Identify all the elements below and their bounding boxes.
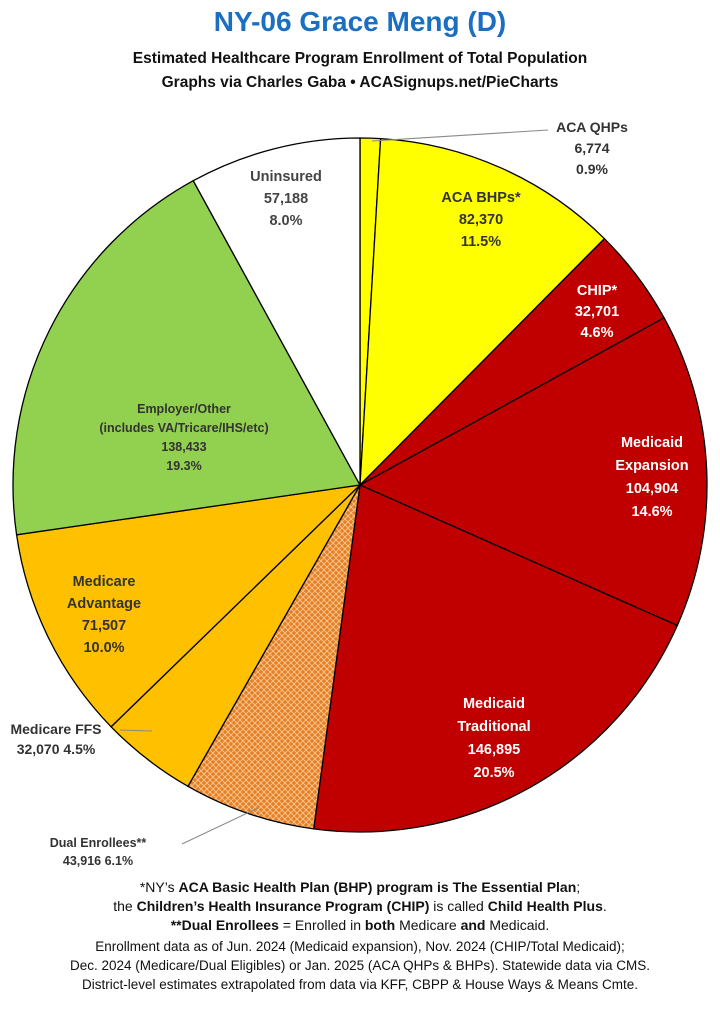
slice-label-aca-qhps: ACA QHPs 6,774 0.9% (556, 119, 628, 177)
pie-slice-employerother-8 (12, 179, 362, 536)
source-line-2: Dec. 2024 (Medicare/Dual Eligibles) or J… (70, 958, 650, 973)
slice-label-medicare-ffs: Medicare FFS 32,070 4.5% (10, 721, 101, 757)
source-notes: Enrollment data as of Jun. 2024 (Medicai… (0, 937, 720, 994)
slice-label-employer: Employer/Other (includes VA/Tricare/IHS/e… (99, 402, 268, 473)
pie-slice-aca-1 (359, 137, 606, 487)
slice-label-aca-bhps: ACA BHPs* 82,370 11.5% (441, 190, 521, 250)
source-line-1: Enrollment data as of Jun. 2024 (Medicai… (95, 939, 625, 954)
source-line-3: District-level estimates extrapolated fr… (82, 977, 638, 992)
pie-slice-medicaid-4 (312, 484, 679, 833)
leader-dual (181, 807, 259, 845)
slice-label-medicaid-traditional: Medicaid Traditional 146,895 20.5% (457, 696, 530, 781)
footnote-dual: **Dual Enrollees = Enrolled in both Medi… (170, 917, 550, 933)
pie-chart: ACA QHPs 6,774 0.9% ACA BHPs* 82,370 11.5% CHI… (10, 119, 708, 868)
footnotes: *NY’s ACA Basic Health Plan (BHP) progra… (0, 878, 720, 935)
pie-slice-dual-5 (187, 484, 361, 830)
chart-title: NY-06 Grace Meng (D) (213, 6, 507, 37)
slice-label-medicare-adv: Medicare Advantage 71,507 10.0% (67, 574, 141, 656)
slice-label-chip: CHIP* 32,701 4.6% (575, 283, 619, 341)
pie-slice-medicare-7 (15, 484, 362, 728)
slice-label-dual: Dual Enrollees** 43,916 6.1% (50, 836, 147, 868)
footnote-chip: the Children’s Health Insurance Program … (113, 898, 607, 914)
footnote-bhp: *NY’s ACA Basic Health Plan (BHP) progra… (139, 879, 581, 895)
slice-label-medicaid-expansion: Medicaid Expansion 104,904 14.6% (615, 435, 688, 520)
pie-slice-uninsured-9 (192, 137, 361, 486)
chart-subtitle: Estimated Healthcare Program Enrollment … (132, 50, 588, 67)
slice-label-uninsured: Uninsured 57,188 8.0% (250, 169, 322, 229)
leader-aca-qhps (371, 129, 549, 142)
pie-slice-medicaid-3 (358, 316, 708, 627)
chart-credit: Graphs via Charles Gaba • ACASignups.net… (161, 74, 559, 91)
leader-medicare-ffs (119, 729, 153, 732)
